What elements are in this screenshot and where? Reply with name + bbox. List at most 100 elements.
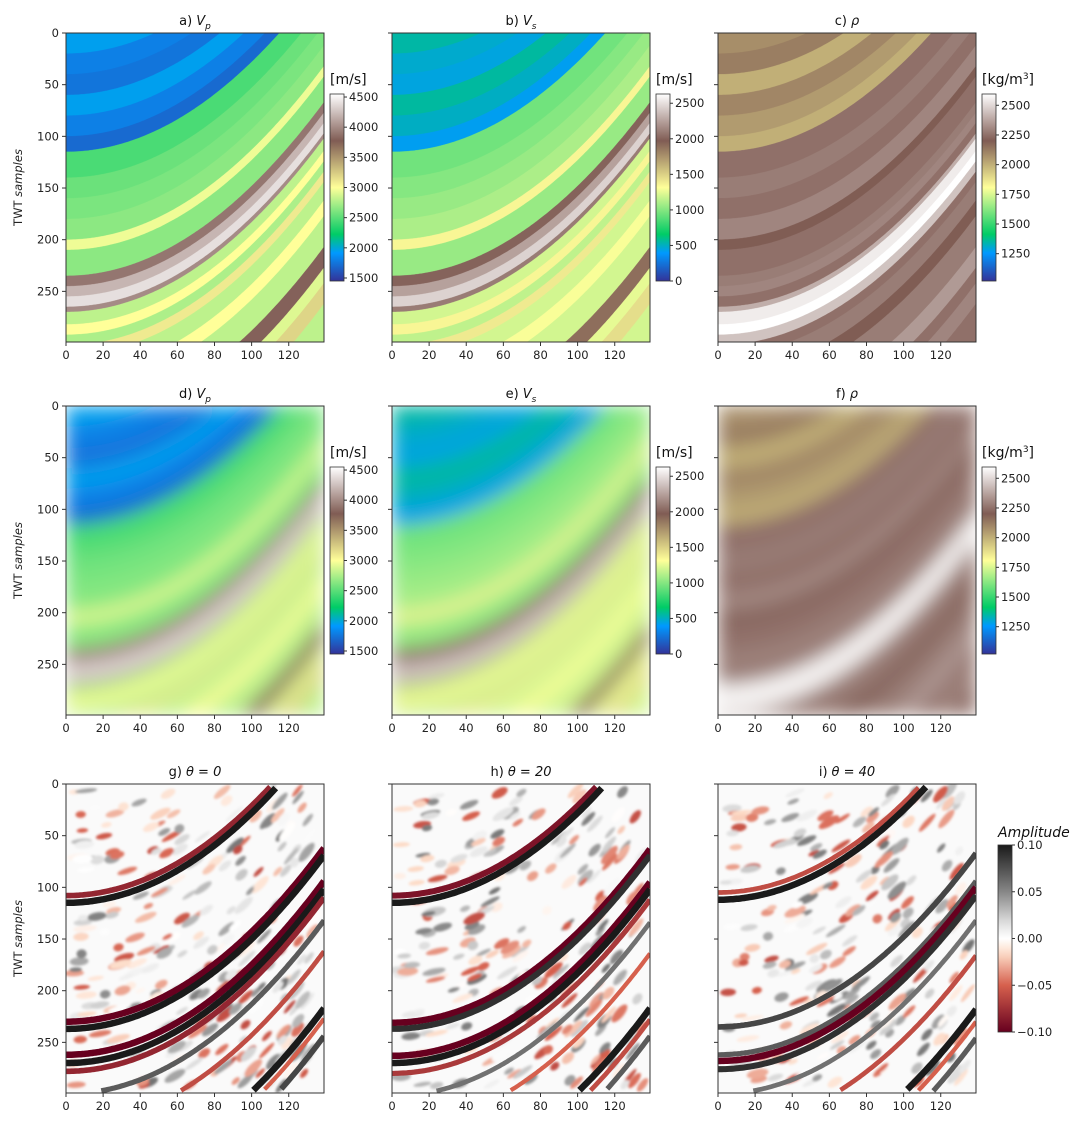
title-subscript: s: [532, 22, 537, 32]
noise-blob: [885, 784, 900, 798]
noise-blob: [947, 1064, 964, 1084]
noise-blob: [569, 834, 580, 845]
noise-blob: [452, 993, 473, 1003]
noise-blob: [151, 887, 169, 898]
layer-band: [66, 676, 324, 715]
noise-blob: [66, 1081, 86, 1088]
colorbar-label: Amplitude: [997, 825, 1070, 841]
colorbar-tick-label: 1750: [1001, 560, 1030, 574]
noise-blob: [792, 901, 803, 909]
noise-blob: [581, 807, 592, 818]
noise-blob: [953, 791, 966, 805]
noise-blob: [143, 822, 159, 833]
x-tick-label: 80: [207, 1099, 222, 1113]
noise-blob: [421, 811, 440, 820]
noise-blob: [476, 948, 491, 957]
layer-band: [392, 449, 650, 650]
noise-blob: [774, 992, 789, 1002]
noise-blob: [118, 802, 129, 812]
colorbar-label-end: ]: [1029, 72, 1034, 88]
layer-band: [66, 181, 324, 342]
noise-blob: [812, 926, 826, 935]
colorbar-tick-label: 2000: [1001, 158, 1030, 172]
noise-blob: [293, 935, 304, 947]
layer-band: [392, 406, 650, 490]
colorbar-tick-label: 3000: [349, 181, 378, 195]
noise-blob: [796, 917, 813, 929]
noise-blob: [393, 872, 406, 880]
colorbar-tick-label: 1000: [675, 203, 704, 217]
reflector-line: [392, 853, 650, 1032]
colorbar-gradient: [655, 93, 671, 282]
x-tick-label: 0: [62, 348, 69, 362]
noise-blob: [902, 815, 915, 828]
layer-band: [718, 406, 976, 572]
noise-blob: [796, 809, 818, 822]
noise-blob: [167, 1040, 186, 1054]
noise-blob: [949, 862, 964, 880]
noise-blob: [75, 811, 86, 818]
noise-blob: [797, 892, 818, 905]
noise-blob: [466, 973, 487, 985]
noise-blob: [767, 1073, 784, 1082]
heatmap-image: [392, 406, 650, 715]
noise-blob: [852, 816, 867, 828]
noise-blob: [218, 922, 235, 936]
colorbar-label-superscript: 3: [1023, 72, 1029, 82]
noise-blob: [429, 1081, 444, 1090]
reflector-line: [66, 879, 324, 1059]
layer-band: [66, 215, 324, 342]
noise-blob: [789, 996, 810, 1007]
noise-blob: [764, 819, 777, 826]
noise-blob: [467, 940, 479, 951]
noise-blob: [220, 795, 233, 806]
layer-band: [66, 406, 324, 572]
colorbar-tick-label: 2500: [1001, 471, 1030, 485]
noise-blob: [500, 940, 520, 954]
noise-blob: [189, 989, 203, 1000]
panel-d: d) Vp 0 20 40 60 80 100 120 0 50 100 150 200 250 TWT sa…: [11, 387, 378, 735]
colorbar-tick-label: 1000: [675, 576, 704, 590]
noise-blob: [464, 889, 479, 896]
noise-blob: [176, 1006, 188, 1015]
noise-blob: [174, 834, 190, 845]
panel-title: h) θ = 20: [491, 765, 552, 780]
noise-blob: [444, 865, 460, 876]
noise-blob: [870, 865, 880, 875]
noise-blob: [102, 901, 117, 908]
noise-blob: [745, 813, 759, 822]
colorbar-tick-label: 2000: [349, 241, 378, 255]
y-tick-label: 0: [52, 26, 59, 40]
layer-band: [392, 554, 650, 715]
layer-band: [392, 282, 650, 342]
colorbar-tick-label: 2500: [675, 96, 704, 110]
noise-blob: [246, 887, 255, 895]
layer-band: [392, 406, 650, 510]
layer-band: [718, 406, 976, 428]
colorbar-tick-label: −0.10: [1017, 1025, 1052, 1039]
reflector-line: [588, 1018, 650, 1093]
x-tick-label: 80: [859, 1099, 874, 1113]
noise-blob: [888, 993, 907, 1010]
noise-blob: [259, 1042, 275, 1059]
noise-blob: [589, 992, 604, 1008]
layer-band: [718, 406, 976, 510]
noise-blob: [392, 842, 410, 848]
noise-blob: [257, 982, 266, 991]
noise-blob: [197, 988, 210, 999]
noise-blob: [855, 869, 873, 883]
noise-blob: [193, 936, 210, 949]
x-tick-label: 100: [893, 348, 915, 362]
noise-blob: [570, 1020, 589, 1037]
reflector-line: [263, 1017, 324, 1091]
noise-blob: [408, 880, 425, 886]
noise-blob: [459, 799, 479, 810]
x-tick-label: 120: [278, 348, 300, 362]
noise-blob: [881, 874, 899, 891]
layer-band: [66, 406, 324, 526]
noise-blob: [509, 811, 521, 821]
noise-blob: [297, 954, 307, 965]
noise-blob: [766, 904, 777, 911]
noise-blob: [920, 789, 933, 803]
colorbar-tick-label: 2000: [675, 132, 704, 146]
